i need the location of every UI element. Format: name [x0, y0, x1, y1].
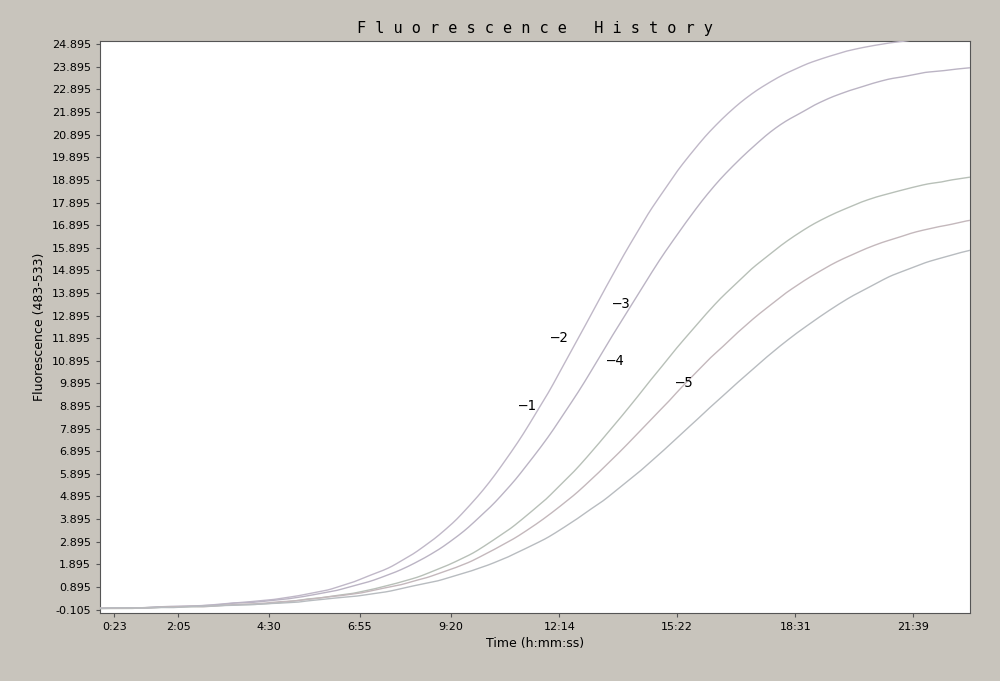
X-axis label: Time (h:mm:ss): Time (h:mm:ss): [486, 637, 584, 650]
Text: —5: —5: [676, 377, 693, 390]
Y-axis label: Fluorescence (483-533): Fluorescence (483-533): [33, 253, 46, 401]
Text: —2: —2: [551, 331, 567, 345]
Text: —4: —4: [607, 354, 624, 368]
Text: —3: —3: [613, 298, 630, 311]
Title: F l u o r e s c e n c e   H i s t o r y: F l u o r e s c e n c e H i s t o r y: [357, 20, 713, 35]
Text: —1: —1: [519, 399, 536, 413]
